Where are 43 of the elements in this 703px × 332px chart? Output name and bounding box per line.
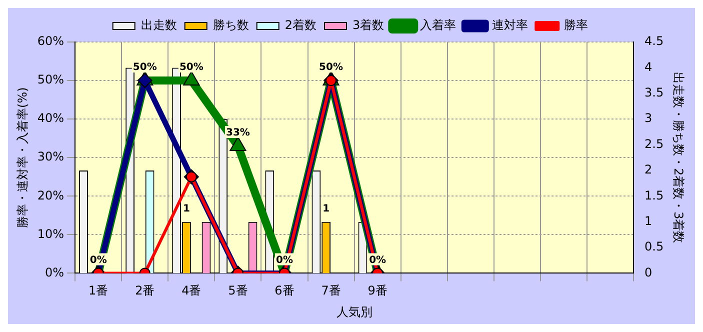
data-label: 1 xyxy=(322,203,330,214)
data-label: 0% xyxy=(90,254,107,266)
x-tick-label: 4番 xyxy=(182,284,202,298)
y2-tick-label: 3 xyxy=(644,111,652,126)
data-label: 50% xyxy=(179,62,204,74)
data-label: 33% xyxy=(226,128,250,139)
y2-tick-label: 1.5 xyxy=(644,188,664,202)
y-tick-label: 20% xyxy=(37,188,64,202)
y-tick-label: 0% xyxy=(45,265,64,280)
data-label: 0% xyxy=(369,254,386,266)
y2-axis-title: 出走数・勝ち数・2着数・3着数 xyxy=(672,72,686,244)
y2-tick-label: 2.5 xyxy=(644,136,664,151)
legend-label: 入着率 xyxy=(420,18,456,32)
x-tick-label: 5番 xyxy=(228,284,248,298)
y2-tick-label: 4 xyxy=(644,60,652,74)
legend-label: 出走数 xyxy=(140,18,177,32)
legend-label: 勝率 xyxy=(564,18,588,32)
y-tick-label: 50% xyxy=(37,72,64,87)
y-axis-title: 勝率・連対率・入着率(%) xyxy=(15,87,30,228)
legend-label: 3着数 xyxy=(352,18,384,32)
data-label: 50% xyxy=(132,62,157,74)
x-axis-title: 人気別 xyxy=(336,304,372,319)
legend-label: 連対率 xyxy=(492,18,528,32)
y-tick-label: 30% xyxy=(37,150,64,164)
legend-label: 2着数 xyxy=(284,18,317,32)
y2-tick-label: 4.5 xyxy=(644,34,664,48)
x-tick-label: 9番 xyxy=(368,284,388,298)
x-tick-label: 7番 xyxy=(321,284,341,298)
y-tick-label: 10% xyxy=(37,226,64,241)
legend-label: 勝ち数 xyxy=(212,18,249,32)
x-tick-label: 1番 xyxy=(88,284,108,298)
y2-tick-label: 3.5 xyxy=(644,86,664,100)
data-label: 0% xyxy=(276,254,293,266)
x-tick-label: 6番 xyxy=(274,284,294,298)
x-tick-label: 2番 xyxy=(135,284,155,298)
y-tick-label: 40% xyxy=(37,111,64,126)
y2-tick-label: 0 xyxy=(644,265,652,280)
y2-tick-label: 1 xyxy=(644,214,652,228)
data-label: 50% xyxy=(319,62,343,74)
data-label: 1 xyxy=(182,203,190,214)
y-tick-label: 60% xyxy=(37,34,64,48)
y2-tick-label: 0.5 xyxy=(644,240,664,254)
y2-tick-label: 2 xyxy=(644,162,652,177)
